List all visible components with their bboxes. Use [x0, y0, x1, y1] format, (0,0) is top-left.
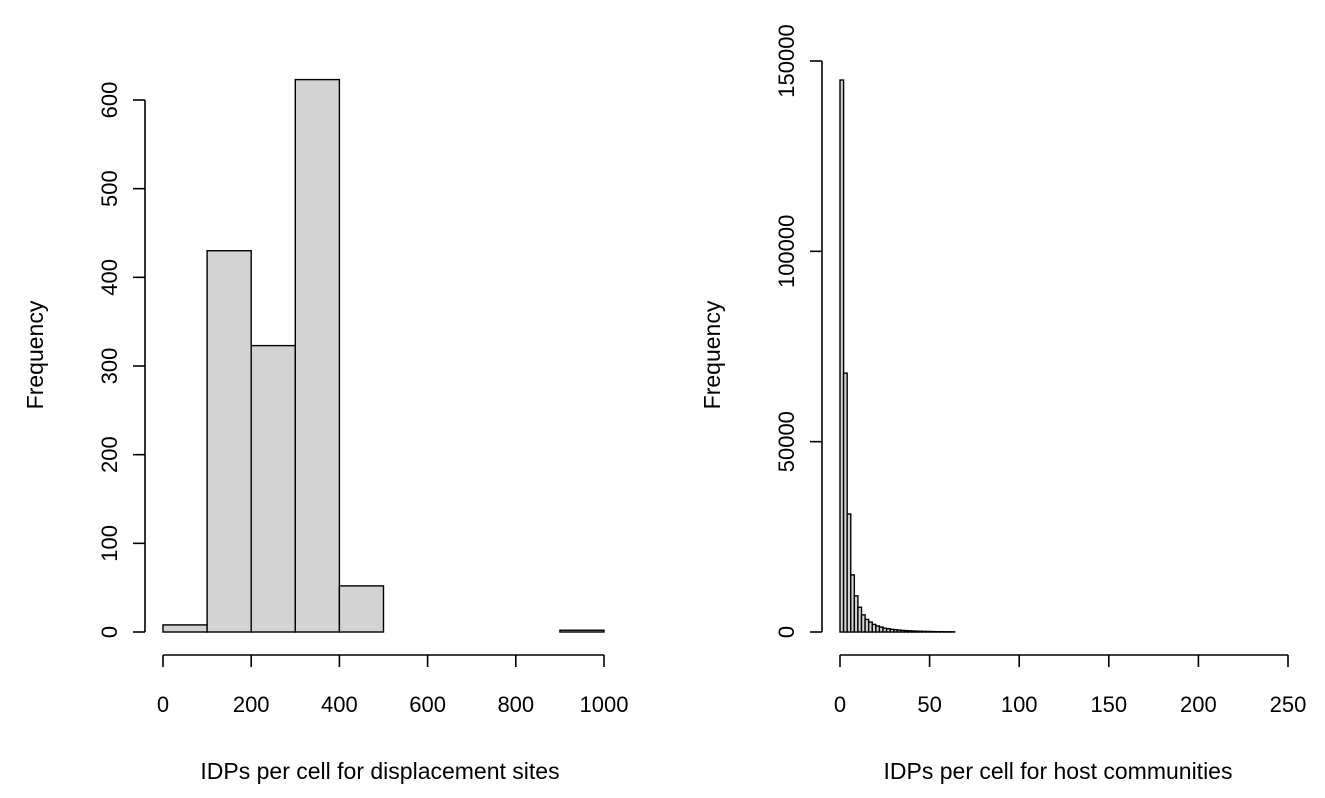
y-tick-label: 0	[774, 626, 799, 638]
histogram-bar	[839, 79, 845, 633]
y-tick-label: 100	[97, 525, 122, 562]
histogram-bar	[250, 344, 296, 633]
histogram-displacement-sites: 0 100 200 300 400 500 600 0 200 400 600 800 1000 ID…	[22, 78, 629, 784]
x-tick-label: 50	[917, 692, 941, 717]
bars-group	[839, 79, 956, 633]
y-axis-title: Frequency	[22, 300, 48, 409]
histogram-bar	[559, 629, 605, 633]
y-tick-label: 600	[97, 82, 122, 119]
bars-group	[162, 78, 605, 633]
histogram-bar	[846, 513, 852, 633]
x-tick-label: 200	[1180, 692, 1217, 717]
y-tick-label: 300	[97, 348, 122, 385]
x-tick-label: 800	[497, 692, 534, 717]
x-tick-label: 400	[321, 692, 358, 717]
histogram-bar	[842, 372, 848, 633]
histogram-bar	[162, 624, 208, 633]
y-tick-label: 150000	[774, 24, 799, 97]
y-tick-label: 500	[97, 170, 122, 207]
x-tick-label: 100	[1001, 692, 1038, 717]
x-tick-label: 150	[1090, 692, 1127, 717]
y-tick-label: 50000	[774, 411, 799, 472]
x-axis: 0 50 100 150 200 250	[834, 654, 1307, 717]
x-tick-label: 600	[409, 692, 446, 717]
y-tick-label: 100000	[774, 215, 799, 288]
histogram-bar	[206, 250, 252, 633]
x-axis: 0 200 400 600 800 1000	[157, 654, 629, 717]
y-tick-label: 400	[97, 259, 122, 296]
y-tick-label: 200	[97, 436, 122, 473]
x-tick-label: 200	[233, 692, 270, 717]
y-axis-title: Frequency	[699, 300, 725, 409]
histogram-bar	[338, 585, 385, 633]
x-tick-label: 250	[1270, 692, 1307, 717]
y-tick-label: 0	[97, 626, 122, 638]
x-tick-label: 0	[834, 692, 846, 717]
y-axis: 0 100 200 300 400 500 600	[97, 82, 146, 638]
x-axis-title: IDPs per cell for displacement sites	[200, 758, 559, 784]
y-axis: 0 50000 100000 150000	[774, 24, 823, 638]
x-tick-label: 0	[157, 692, 169, 717]
histogram-bar	[294, 78, 341, 633]
histogram-host-communities: 0 50000 100000 150000 0 50 100 150 200 250 IDPs …	[699, 24, 1306, 784]
x-axis-title: IDPs per cell for host communities	[884, 758, 1233, 784]
x-tick-label: 1000	[580, 692, 629, 717]
